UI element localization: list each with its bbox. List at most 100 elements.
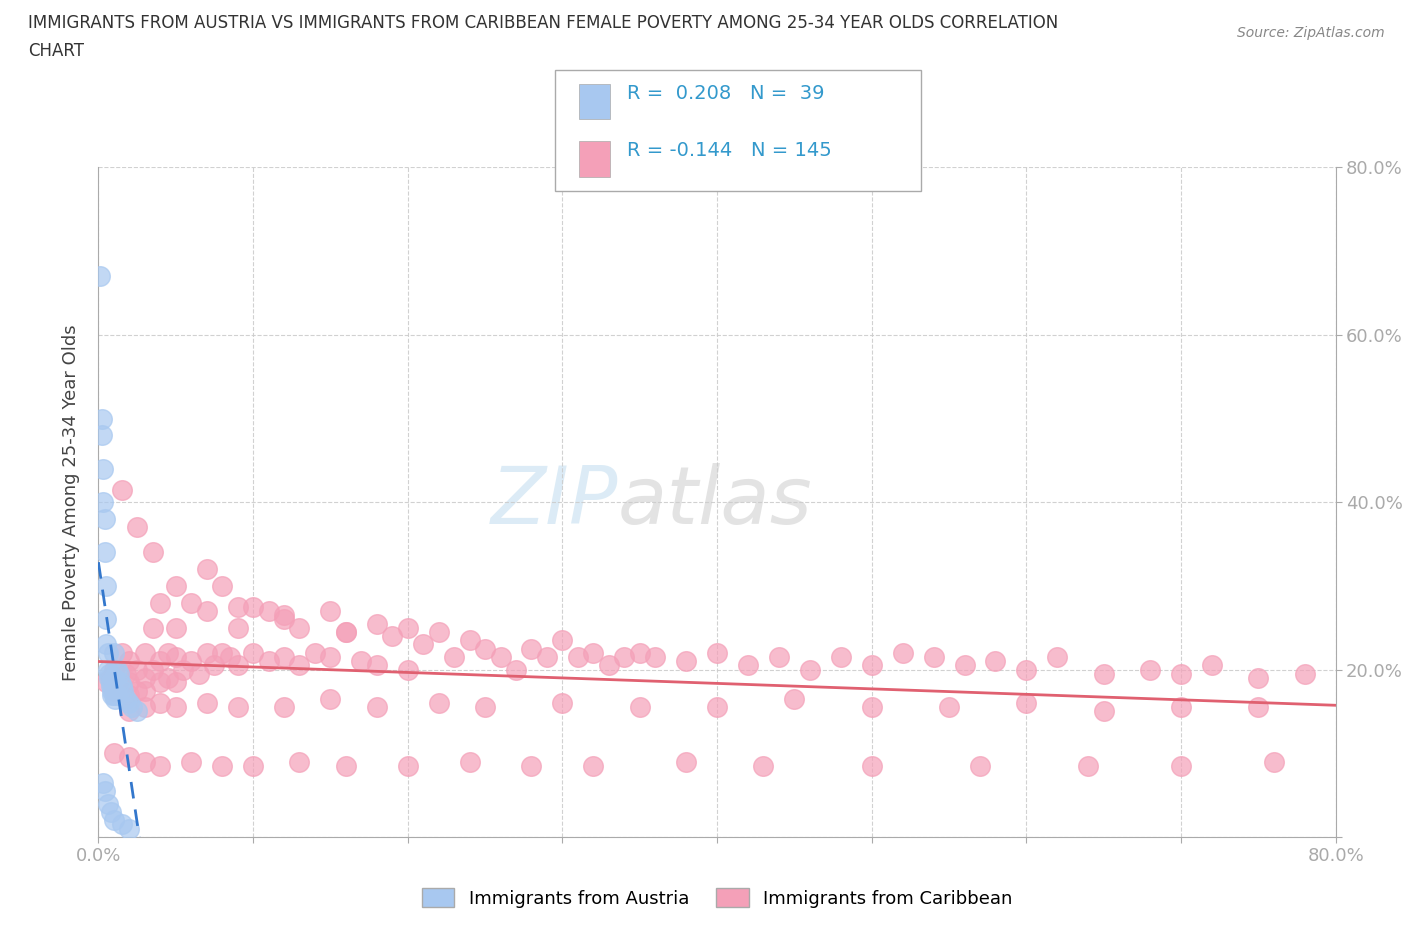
Text: ZIP: ZIP bbox=[491, 463, 619, 541]
Point bbox=[474, 642, 496, 657]
Point bbox=[149, 675, 172, 690]
Point bbox=[1247, 671, 1270, 685]
Point bbox=[288, 620, 311, 635]
Point bbox=[105, 662, 128, 677]
Point bbox=[112, 684, 135, 698]
Point bbox=[180, 595, 202, 610]
Point bbox=[91, 495, 114, 510]
Point bbox=[107, 667, 129, 682]
Point bbox=[1015, 696, 1038, 711]
Point bbox=[97, 645, 120, 660]
Point bbox=[103, 746, 125, 761]
Point bbox=[97, 662, 120, 677]
Legend: Immigrants from Austria, Immigrants from Caribbean: Immigrants from Austria, Immigrants from… bbox=[415, 882, 1019, 915]
Point bbox=[195, 696, 218, 711]
Point bbox=[582, 759, 605, 774]
Point bbox=[706, 645, 728, 660]
Point bbox=[165, 578, 187, 593]
Point bbox=[582, 645, 605, 660]
Text: R = -0.144   N = 145: R = -0.144 N = 145 bbox=[627, 141, 832, 160]
Point bbox=[98, 671, 121, 685]
Point bbox=[195, 645, 218, 660]
Text: R =  0.208   N =  39: R = 0.208 N = 39 bbox=[627, 84, 824, 102]
Point bbox=[211, 578, 233, 593]
Point bbox=[335, 625, 357, 640]
Text: CHART: CHART bbox=[28, 42, 84, 60]
Point bbox=[860, 700, 883, 715]
Point bbox=[1139, 662, 1161, 677]
Point bbox=[273, 650, 295, 665]
Point bbox=[613, 650, 636, 665]
Point bbox=[134, 645, 156, 660]
Point bbox=[111, 679, 134, 694]
Point bbox=[427, 625, 450, 640]
Point bbox=[1294, 667, 1316, 682]
Point bbox=[134, 700, 156, 715]
Point bbox=[551, 633, 574, 648]
Point bbox=[226, 700, 249, 715]
Point bbox=[969, 759, 991, 774]
Point bbox=[165, 620, 187, 635]
Point bbox=[127, 520, 149, 535]
Point bbox=[366, 617, 388, 631]
Point bbox=[96, 612, 118, 627]
Point bbox=[226, 658, 249, 673]
Point bbox=[783, 692, 806, 707]
Point bbox=[115, 667, 138, 682]
Point bbox=[111, 679, 134, 694]
Point bbox=[121, 700, 143, 715]
Point bbox=[319, 604, 342, 618]
Point bbox=[536, 650, 558, 665]
Point bbox=[100, 675, 122, 690]
Point bbox=[103, 687, 125, 702]
Point bbox=[427, 696, 450, 711]
Point bbox=[118, 675, 141, 690]
Point bbox=[115, 692, 138, 707]
Point bbox=[257, 654, 280, 669]
Point bbox=[396, 662, 419, 677]
Point bbox=[149, 696, 172, 711]
Point bbox=[127, 662, 149, 677]
Point bbox=[149, 759, 172, 774]
Point bbox=[100, 671, 122, 685]
Point bbox=[860, 658, 883, 673]
Point bbox=[335, 625, 357, 640]
Point bbox=[96, 637, 118, 652]
Point bbox=[100, 679, 122, 694]
Point bbox=[1015, 662, 1038, 677]
Point bbox=[98, 667, 121, 682]
Point bbox=[830, 650, 852, 665]
Point bbox=[1170, 759, 1192, 774]
Point bbox=[520, 642, 543, 657]
Text: Source: ZipAtlas.com: Source: ZipAtlas.com bbox=[1237, 26, 1385, 40]
Point bbox=[381, 629, 404, 644]
Point bbox=[628, 700, 651, 715]
Point bbox=[90, 411, 112, 426]
Point bbox=[242, 759, 264, 774]
Point bbox=[366, 658, 388, 673]
Point bbox=[127, 704, 149, 719]
Point bbox=[97, 796, 120, 811]
Point bbox=[108, 675, 131, 690]
Point bbox=[118, 696, 141, 711]
Point bbox=[860, 759, 883, 774]
Point bbox=[242, 600, 264, 615]
Point bbox=[273, 700, 295, 715]
Point bbox=[173, 662, 195, 677]
Point bbox=[204, 658, 226, 673]
Point bbox=[93, 783, 115, 798]
Point bbox=[257, 604, 280, 618]
Point bbox=[180, 654, 202, 669]
Point bbox=[1046, 650, 1069, 665]
Point bbox=[520, 759, 543, 774]
Point bbox=[89, 269, 111, 284]
Point bbox=[628, 645, 651, 660]
Point bbox=[90, 428, 112, 443]
Point bbox=[984, 654, 1007, 669]
Point bbox=[165, 650, 187, 665]
Point bbox=[127, 684, 149, 698]
Point bbox=[598, 658, 620, 673]
Point bbox=[1092, 667, 1115, 682]
Point bbox=[1170, 667, 1192, 682]
Point bbox=[103, 662, 125, 677]
